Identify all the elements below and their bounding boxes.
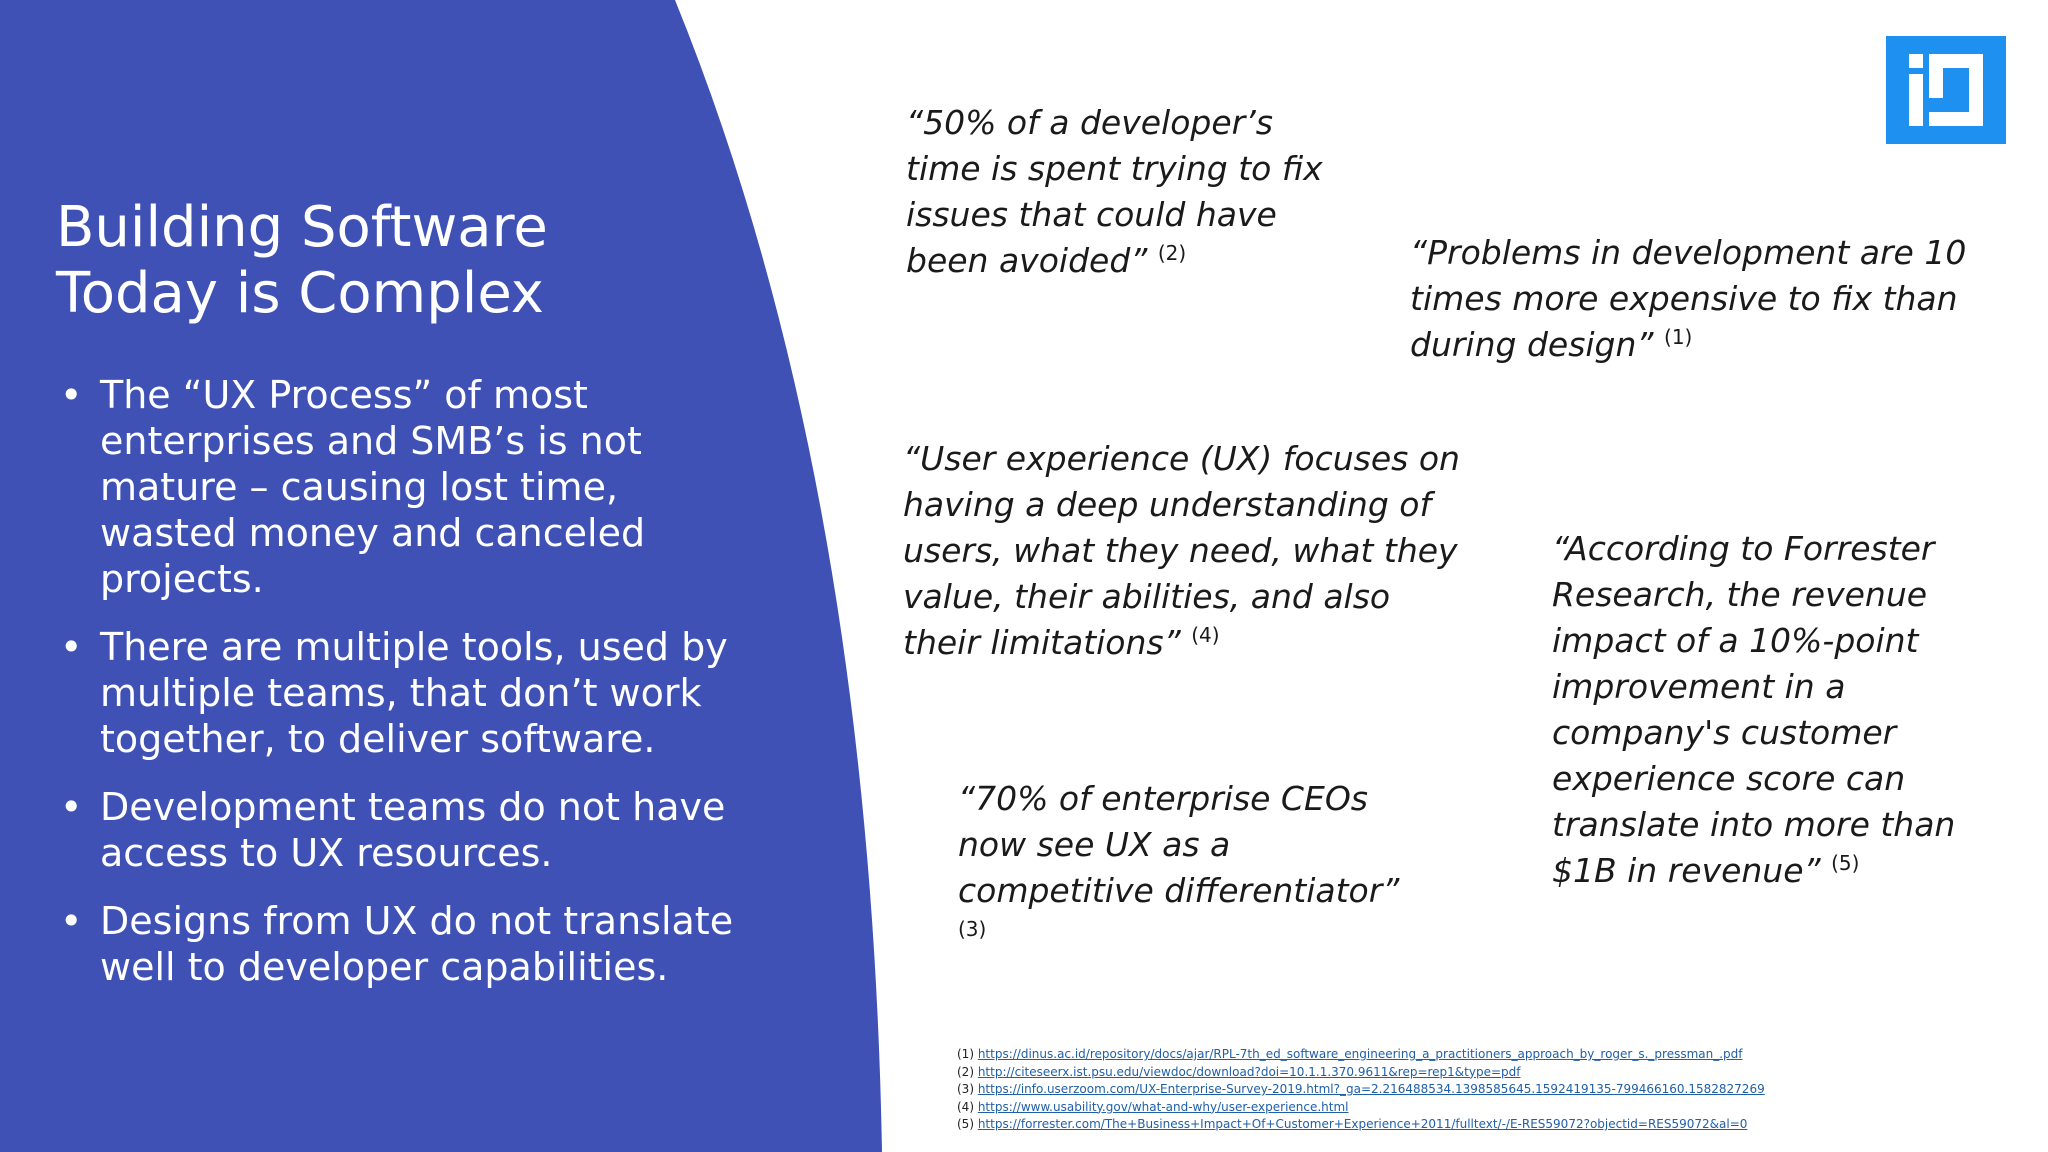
reference-link[interactable]: https://dinus.ac.id/repository/docs/ajar… (977, 1047, 1743, 1061)
quote-reference-marker: (2) (1157, 241, 1187, 265)
quote-ceo-ux-differentiator: “70% of enterprise CEOs now see UX as a … (958, 776, 1428, 960)
reference-link[interactable]: https://www.usability.gov/what-and-why/u… (977, 1099, 1349, 1114)
reference-item: (2) http://citeseerx.ist.psu.edu/viewdoc… (957, 1064, 1765, 1082)
logo-glyph-icon (1909, 54, 1983, 126)
bullet-text: Development teams do not have access to … (100, 785, 726, 875)
bullet-text: Designs from UX do not translate well to… (100, 899, 734, 989)
reference-number: (5) (957, 1117, 974, 1131)
reference-item: (3) https://info.userzoom.com/UX-Enterpr… (957, 1081, 1765, 1099)
reference-number: (4) (957, 1099, 974, 1114)
bullet-text: The “UX Process” of most enterprises and… (100, 373, 646, 601)
bullet-item: • Designs from UX do not translate well t… (56, 898, 756, 990)
bullet-item: • The “UX Process” of most enterprises an… (56, 372, 756, 602)
reference-number: (3) (957, 1082, 974, 1096)
quote-ux-definition: “User experience (UX) focuses on having … (903, 436, 1463, 666)
reference-number: (1) (957, 1047, 974, 1061)
bullet-item: • Development teams do not have access to… (56, 784, 756, 876)
bullet-dot-icon: • (60, 899, 83, 943)
reference-list: (1) https://dinus.ac.id/repository/docs/… (957, 1046, 1765, 1134)
quote-reference-marker: (1) (1664, 325, 1693, 349)
quote-text: “According to Forrester Research, the re… (1552, 529, 1956, 890)
bullet-list: • The “UX Process” of most enterprises an… (56, 372, 756, 1012)
company-logo-icon (1886, 36, 2006, 144)
quote-forrester-revenue: “According to Forrester Research, the re… (1552, 526, 2022, 894)
reference-link[interactable]: https://forrester.com/The+Business+Impac… (977, 1117, 1748, 1131)
bullet-dot-icon: • (60, 625, 83, 669)
bullet-text: There are multiple tools, used by multip… (100, 625, 728, 761)
reference-item: (5) https://forrester.com/The+Business+I… (957, 1116, 1765, 1134)
quote-reference-marker: (4) (1191, 623, 1220, 647)
reference-link[interactable]: http://citeseerx.ist.psu.edu/viewdoc/dow… (977, 1064, 1521, 1079)
reference-link[interactable]: https://info.userzoom.com/UX-Enterprise-… (977, 1082, 1765, 1096)
quote-reference-marker: (5) (1831, 851, 1860, 875)
quote-text: “50% of a developer’s time is spent tryi… (906, 103, 1323, 280)
quote-developer-time: “50% of a developer’s time is spent tryi… (906, 100, 1326, 284)
bullet-dot-icon: • (60, 373, 83, 417)
quote-text: “User experience (UX) focuses on having … (903, 439, 1460, 662)
quote-text: “70% of enterprise CEOs now see UX as a … (958, 779, 1400, 910)
slide-title: Building Software Today is Complex (56, 195, 548, 326)
quote-development-cost: “Problems in development are 10 times mo… (1410, 230, 1970, 368)
reference-number: (2) (957, 1064, 974, 1079)
quote-reference-marker: (3) (958, 917, 987, 941)
quote-text: “Problems in development are 10 times mo… (1410, 233, 1967, 364)
bullet-item: • There are multiple tools, used by multi… (56, 624, 756, 762)
bullet-dot-icon: • (60, 785, 83, 829)
reference-item: (1) https://dinus.ac.id/repository/docs/… (957, 1046, 1765, 1064)
reference-item: (4) https://www.usability.gov/what-and-w… (957, 1099, 1765, 1117)
